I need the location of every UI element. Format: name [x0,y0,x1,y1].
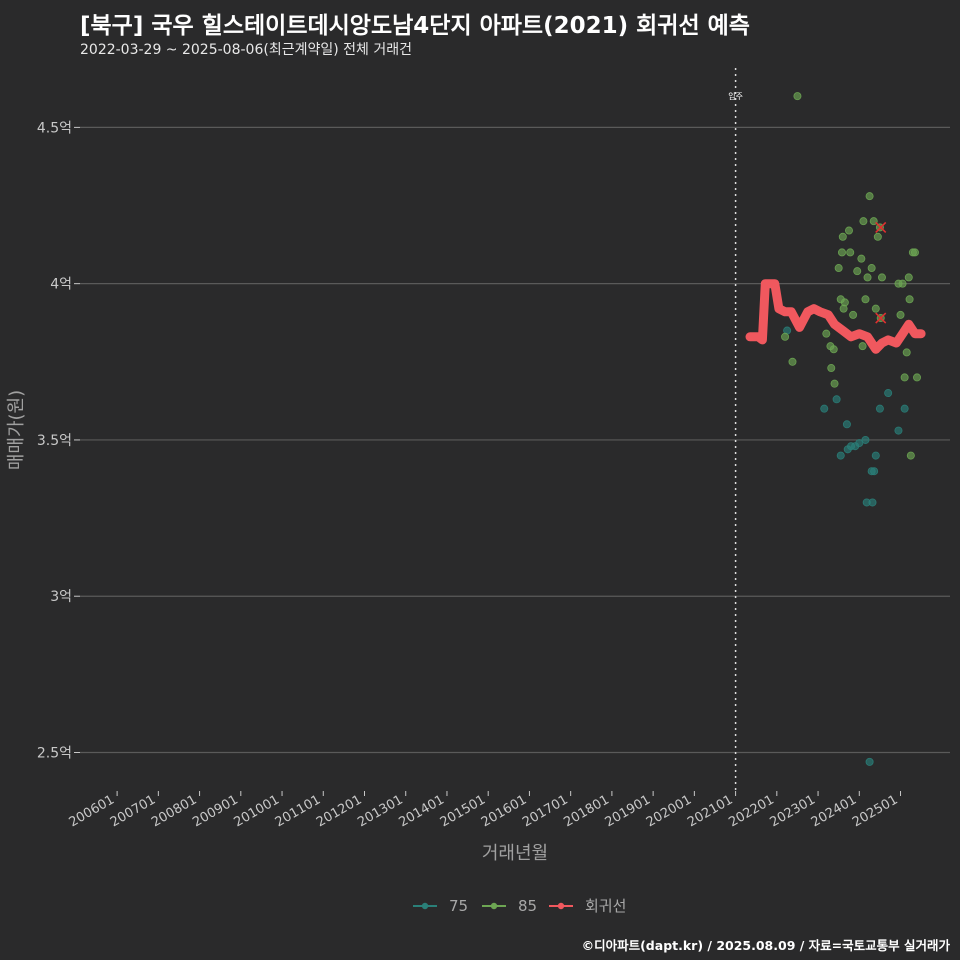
y-tick-label: 2.5억 [37,745,72,761]
legend-dot-85 [490,902,498,910]
point-85 [781,332,790,341]
y-tick-label: 4.5억 [37,120,72,136]
x-tick-label: 201701 [520,792,570,830]
point-75 [871,451,880,460]
highlight-x-mark [875,221,887,233]
x-tick-label: 201101 [273,792,323,830]
x-tick-label: 202401 [809,792,859,830]
point-85 [788,357,797,366]
point-75 [836,451,845,460]
point-75 [865,757,874,766]
move-in-label: 입주 [728,92,743,101]
legend-label-회귀선: 회귀선 [585,897,626,915]
point-85 [857,254,866,263]
highlight-marks [875,221,887,324]
point-85 [834,264,843,273]
chart-subtitle: 2022-03-29 ~ 2025-08-06(최근계약일) 전체 거래건 [80,42,412,58]
point-75 [900,404,909,413]
point-85 [827,364,836,373]
x-tick-label: 200901 [190,792,240,830]
x-tick-label: 202001 [644,792,694,830]
x-tick-label: 201201 [314,792,364,830]
point-85 [913,373,922,382]
point-85 [793,92,802,101]
y-axis-ticks: 2.5억 3억 3.5억 4억 4.5억 [37,120,80,761]
point-85 [822,329,831,338]
regression-path [745,279,926,354]
x-tick-label: 201601 [479,792,529,830]
legend-dot-75 [421,902,429,910]
chart-title: [북구] 국우 힐스테이트데시앙도남4단지 아파트(2021) 회귀선 예측 [80,13,750,39]
x-tick-label: 201501 [438,792,488,830]
point-85 [829,345,838,354]
point-75 [870,467,879,476]
point-75 [875,404,884,413]
x-axis-label: 거래년월 [482,843,548,864]
point-85 [902,348,911,357]
point-85 [849,310,858,319]
point-85 [867,264,876,273]
grid-lines [80,126,950,754]
y-axis-label: 매매가(원) [6,390,27,470]
legend-label-75: 75 [449,897,468,915]
y-tick-label: 3억 [50,589,72,605]
point-75 [842,420,851,429]
point-75 [884,389,893,398]
point-85 [900,373,909,382]
y-tick-label: 4억 [50,277,72,293]
point-85 [840,298,849,307]
point-85 [896,310,905,319]
point-75 [855,439,864,448]
x-tick-label: 202501 [850,792,900,830]
x-tick-label: 200601 [67,792,117,830]
point-75 [894,426,903,435]
point-85 [906,451,915,460]
point-85 [877,273,886,282]
source-caption: ©디아파트(dapt.kr) / 2025.08.09 / 자료=국토교통부 실… [581,938,950,953]
point-75 [861,435,870,444]
legend: 75 85 회귀선 [413,897,626,915]
x-axis-ticks: 2006012007012008012009012010012011012012… [67,791,902,830]
point-85 [871,304,880,313]
point-85 [905,295,914,304]
point-75 [868,498,877,507]
point-85 [844,226,853,235]
point-85 [865,192,874,201]
point-85 [859,217,868,226]
x-tick-label: 202301 [768,792,818,830]
move-in-marker: 입주 [728,68,743,790]
x-tick-label: 201901 [603,792,653,830]
point-85 [910,248,919,257]
y-tick-label: 3.5억 [37,433,72,449]
point-85 [846,248,855,257]
x-tick-label: 200801 [149,792,199,830]
x-tick-label: 201401 [396,792,446,830]
x-tick-label: 201801 [561,792,611,830]
point-85 [898,279,907,288]
point-85 [830,379,839,388]
legend-label-85: 85 [518,897,537,915]
point-75 [820,404,829,413]
highlight-x-mark [875,312,887,324]
legend-dot-회귀선 [557,902,565,910]
scatter-points [781,92,922,766]
x-tick-label: 202101 [685,792,735,830]
x-tick-label: 201301 [355,792,405,830]
point-85 [858,342,867,351]
point-75 [832,395,841,404]
point-85 [837,248,846,257]
x-tick-label: 202201 [726,792,776,830]
point-85 [873,232,882,241]
point-85 [838,232,847,241]
x-tick-label: 200701 [108,792,158,830]
point-85 [863,273,872,282]
regression-line [745,279,926,354]
point-85 [853,267,862,276]
x-tick-label: 201001 [232,792,282,830]
point-85 [861,295,870,304]
point-85 [904,273,913,282]
